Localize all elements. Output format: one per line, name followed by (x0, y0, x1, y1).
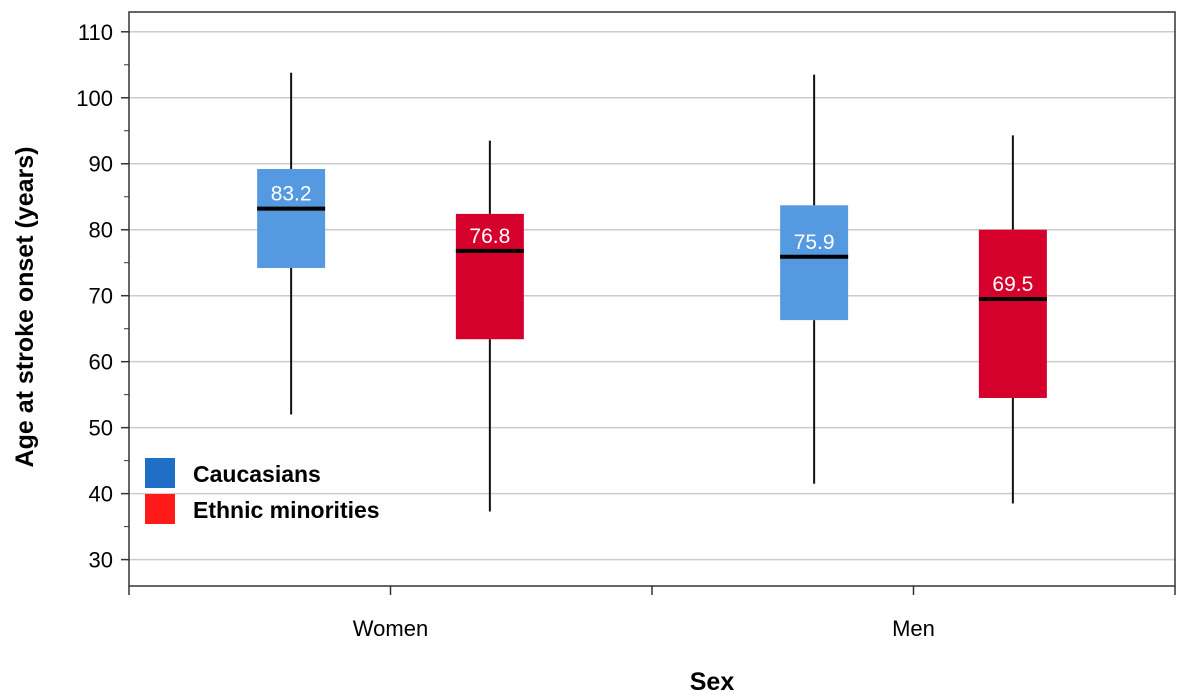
box-series: 83.2 75.9 76.8 69.5 (257, 72, 1047, 512)
y-tick-label: 40 (89, 482, 113, 507)
y-tick-label: 50 (89, 416, 113, 441)
y-tick-label: 100 (76, 86, 113, 111)
y-tick-label: 30 (89, 548, 113, 573)
box-iqr (455, 213, 524, 340)
legend-swatch (145, 494, 175, 524)
median-label: 69.5 (992, 273, 1033, 296)
legend-label: Ethnic minorities (193, 497, 380, 523)
y-tick-label: 80 (89, 218, 113, 243)
x-tick-label: Women (353, 616, 428, 641)
box-iqr (978, 229, 1047, 398)
x-tick-label: Men (892, 616, 935, 641)
y-axis: 30 40 50 60 70 80 90 100 110 (76, 20, 129, 573)
box-iqr (257, 169, 326, 268)
legend: Caucasians Ethnic minorities (145, 458, 380, 524)
median-label: 76.8 (469, 225, 510, 248)
y-tick-label: 60 (89, 350, 113, 375)
x-axis-title: Sex (690, 668, 735, 696)
box-ethnic-minorities-women: 76.8 (455, 140, 524, 512)
legend-label: Caucasians (193, 461, 321, 487)
box-ethnic-minorities-men: 69.5 (978, 135, 1047, 504)
median-label: 75.9 (794, 231, 835, 254)
plot-frame (128, 11, 1176, 587)
y-tick-label: 110 (78, 20, 113, 45)
box-caucasians-men: 75.9 (780, 74, 849, 484)
legend-swatch (145, 458, 175, 488)
y-tick-label: 70 (89, 284, 113, 309)
box-iqr (780, 205, 849, 321)
x-axis: Women Men (128, 586, 1176, 641)
box-caucasians-women: 83.2 (257, 72, 326, 415)
y-tick-label: 90 (89, 152, 113, 177)
median-label: 83.2 (271, 183, 312, 206)
y-axis-title: Age at stroke onset (years) (11, 147, 39, 468)
